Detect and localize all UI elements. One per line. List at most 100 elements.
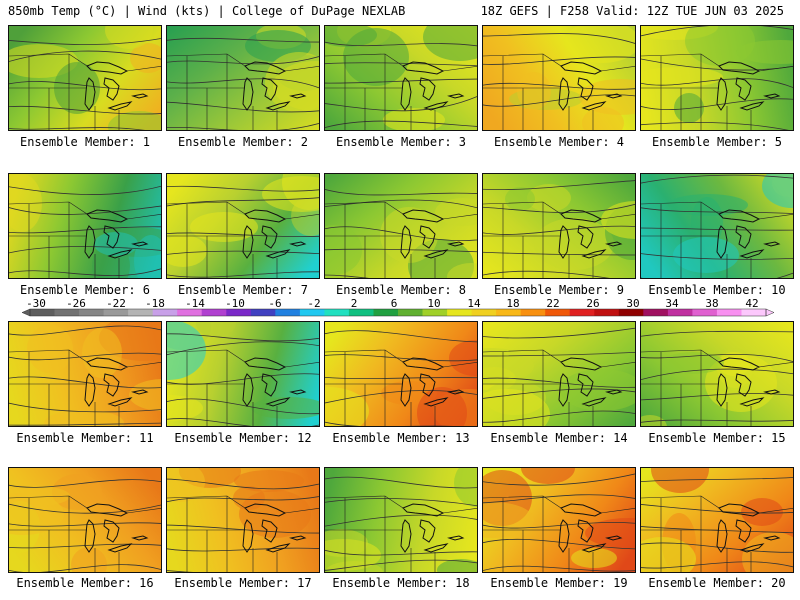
colorbar-segment — [520, 309, 546, 316]
isotherm-line — [641, 26, 793, 37]
isotherm-line — [325, 78, 477, 84]
colorbar-segment — [275, 309, 301, 316]
temperature-blob — [325, 26, 377, 47]
temperature-blob — [262, 176, 319, 212]
state-borders — [167, 495, 319, 572]
isotherm-line — [325, 274, 370, 278]
isotherm-line — [483, 56, 635, 65]
isotherm-line — [641, 368, 793, 381]
ensemble-member-label: Ensemble Member: 3 — [335, 135, 467, 149]
ensemble-panel-3 — [324, 25, 478, 131]
temperature-map — [325, 26, 477, 130]
great-lakes-outline — [716, 357, 781, 407]
temperature-map — [9, 322, 161, 426]
isotherm-line — [641, 353, 793, 363]
ensemble-panel-2 — [166, 25, 320, 131]
colorbar-tick-label: -10 — [225, 297, 245, 310]
isotherm-line — [483, 327, 635, 339]
great-lakes-outline — [716, 503, 781, 553]
isotherm-line — [167, 547, 319, 552]
ensemble-panel-7 — [166, 173, 320, 279]
state-borders — [325, 495, 477, 572]
ensemble-panel-12 — [166, 321, 320, 427]
colorbar-segment — [692, 309, 718, 316]
colorbar-segment — [471, 309, 497, 316]
temperature-blob — [130, 43, 161, 73]
temperature-blob — [447, 263, 477, 278]
ensemble-member-label: Ensemble Member: 16 — [16, 576, 154, 590]
isotherm-line — [641, 477, 793, 483]
colorbar-tick-label: -30 — [26, 297, 46, 310]
isotherm-line — [9, 422, 161, 426]
isotherm-line — [167, 398, 319, 415]
isotherm-line — [641, 561, 793, 569]
colorbar-segment — [30, 309, 55, 316]
isotherm-line — [9, 246, 161, 254]
temperature-blob — [534, 218, 614, 270]
isotherm-line — [167, 122, 319, 130]
colorbar-tick-label: -2 — [307, 297, 321, 310]
colorbar-tick-label: 30 — [626, 297, 640, 310]
isotherm-line — [483, 33, 635, 44]
isotherm-line — [483, 565, 635, 572]
state-borders — [325, 349, 477, 426]
isotherm-line — [483, 130, 636, 131]
isotherm-line — [641, 330, 793, 337]
isotherm-line — [325, 62, 477, 67]
temperature-colorbar — [21, 308, 775, 317]
temperature-blob — [82, 328, 122, 378]
temperature-blob — [741, 498, 783, 526]
colorbar-tick-label: -6 — [268, 297, 282, 310]
colorbar-segment — [398, 309, 423, 316]
ensemble-member-label: Ensemble Member: 15 — [648, 431, 786, 445]
great-lakes-outline — [242, 61, 307, 111]
isotherm-line — [641, 122, 789, 130]
colorbar-tick-label: 18 — [506, 297, 520, 310]
colorbar-segment — [250, 309, 276, 316]
temperature-blob — [9, 174, 42, 232]
isotherm-line — [641, 272, 793, 278]
temperature-blob — [273, 61, 319, 111]
isotherm-line — [167, 333, 319, 342]
temperature-blob — [685, 26, 755, 66]
temperature-blob — [505, 187, 535, 211]
temperature-blob — [108, 111, 161, 130]
temperature-blob — [483, 348, 534, 384]
isotherm-line — [483, 473, 635, 486]
colorbar-segment — [373, 309, 399, 316]
ensemble-member-label: Ensemble Member: 20 — [648, 576, 786, 590]
ensemble-member-label: Ensemble Member: 8 — [335, 283, 467, 297]
temperature-blob — [167, 468, 205, 502]
isotherm-line — [167, 37, 319, 43]
isotherm-line — [9, 543, 161, 549]
temperature-map — [167, 468, 319, 572]
isotherm-line — [483, 388, 635, 399]
colorbar-segment — [103, 309, 129, 316]
isotherm-line — [9, 503, 161, 514]
state-borders — [167, 53, 319, 130]
isotherm-line — [167, 78, 319, 89]
great-lakes-outline — [558, 61, 623, 111]
colorbar-tick-label: 22 — [546, 297, 560, 310]
isotherm-line — [167, 418, 319, 426]
colorbar-segment — [447, 309, 473, 316]
isotherm-line — [483, 270, 610, 278]
colorbar-segment — [643, 309, 669, 316]
ensemble-member-label: Ensemble Member: 2 — [177, 135, 309, 149]
colorbar-tick-label: 14 — [467, 297, 481, 310]
isotherm-line — [483, 203, 635, 213]
great-lakes-outline — [558, 209, 623, 259]
temperature-blob — [651, 468, 709, 493]
temperature-map — [167, 174, 319, 278]
ensemble-panel-17 — [166, 467, 320, 573]
colorbar-segment — [618, 309, 644, 316]
temperature-blob — [762, 174, 793, 208]
temperature-blob — [196, 322, 236, 337]
temperature-blob — [674, 93, 704, 123]
temperature-blob — [325, 529, 368, 557]
state-borders — [9, 53, 161, 130]
ensemble-member-label: Ensemble Member: 11 — [16, 431, 154, 445]
colorbar-segment — [299, 309, 325, 316]
isotherm-line — [167, 185, 319, 192]
temperature-blob — [517, 72, 551, 110]
